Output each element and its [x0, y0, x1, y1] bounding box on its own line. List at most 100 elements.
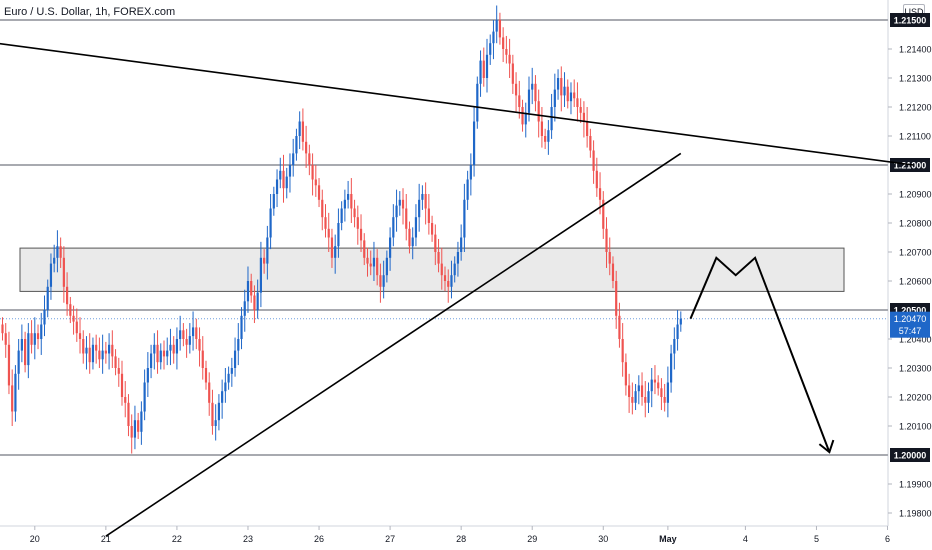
candle-body [11, 385, 14, 412]
current-price-value: 1.20470 [894, 314, 927, 324]
candle-body [237, 339, 240, 351]
candle-body [95, 344, 98, 351]
candle-body [437, 252, 440, 264]
candle-body [544, 136, 547, 142]
candle-body [418, 199, 421, 218]
x-tick-label: 5 [814, 534, 819, 544]
candle-body [324, 217, 327, 229]
x-tick-label: 22 [172, 534, 182, 544]
y-tick-label: 1.20600 [899, 277, 932, 287]
candle-body [363, 240, 366, 258]
candle-body [175, 339, 179, 354]
y-tick-label: 1.19800 [899, 509, 932, 519]
current-price-label-bg [890, 311, 930, 338]
candle-body [527, 89, 531, 113]
candle-body [243, 301, 246, 316]
x-tick-label: 6 [885, 534, 890, 544]
candle-body [443, 275, 447, 281]
candle-body [550, 107, 553, 131]
candle-body [640, 385, 644, 397]
candle-body [592, 150, 595, 171]
candle-body [179, 330, 182, 339]
candle-body [660, 388, 663, 397]
candle-body [146, 368, 149, 383]
candle-body [233, 350, 237, 368]
candle-body [469, 165, 472, 180]
trend-line[interactable] [105, 152, 682, 537]
candle-body [133, 420, 137, 438]
candle-body [305, 141, 308, 154]
candle-body [308, 153, 311, 165]
candle-body [172, 344, 175, 354]
x-tick-label: 20 [30, 534, 40, 544]
candle-body [343, 199, 346, 209]
candle-body [250, 281, 253, 296]
candle-body [421, 194, 424, 200]
candle-body [114, 356, 117, 368]
candle-body [288, 165, 292, 177]
candle-body [453, 263, 456, 276]
candle-body [463, 199, 466, 238]
candle-body [292, 153, 295, 165]
x-tick-label: 29 [527, 534, 537, 544]
candle-body [211, 402, 214, 426]
level-price-label: 1.21500 [894, 16, 927, 26]
candle-body [628, 385, 631, 397]
candle-body [330, 237, 334, 258]
y-tick-label: 1.20900 [899, 190, 932, 200]
candle-body [137, 420, 140, 432]
candle-body [563, 86, 566, 96]
candle-body [85, 347, 88, 354]
candle-body [673, 339, 676, 354]
candle-body [579, 107, 582, 113]
candle-body [24, 339, 27, 366]
candle-body [246, 281, 250, 302]
candle-body [66, 286, 69, 305]
candle-body [647, 391, 650, 403]
candle-body [424, 194, 427, 209]
candle-body [221, 391, 224, 403]
candle-body [14, 373, 17, 412]
candle-body [582, 112, 585, 122]
candle-body [430, 223, 434, 235]
candle-body [524, 112, 527, 125]
candle-body [272, 194, 275, 209]
candle-body [553, 89, 556, 107]
projection-path[interactable] [689, 256, 831, 453]
candle-body [450, 275, 453, 287]
candle-body [53, 257, 56, 264]
candle-body [644, 397, 647, 403]
candle-body [408, 228, 411, 247]
y-tick-label: 1.20300 [899, 364, 932, 374]
candle-body [153, 344, 156, 354]
candle-body [224, 382, 227, 392]
candle-body [514, 83, 518, 96]
candle-body [217, 402, 221, 421]
candle-body [185, 339, 188, 345]
candle-body [337, 223, 340, 247]
candle-body [372, 257, 376, 267]
candle-body [679, 318, 682, 325]
candle-body [405, 208, 408, 229]
support-zone-box[interactable] [19, 247, 845, 292]
y-tick-label: 1.20800 [899, 219, 932, 229]
candle-body [263, 257, 266, 264]
candle-body [127, 402, 130, 426]
candle-body [531, 83, 534, 90]
candle-body [618, 315, 621, 339]
trend-line[interactable] [0, 42, 914, 166]
candle-body [472, 121, 476, 165]
candle-body [492, 31, 495, 44]
candle-body [382, 275, 385, 287]
chart-title: Euro / U.S. Dollar, 1h, FOREX.com [4, 6, 176, 18]
y-tick-label: 1.19900 [899, 480, 932, 490]
x-tick-label: May [659, 534, 677, 544]
candle-body [434, 234, 437, 252]
candle-body [556, 78, 560, 90]
candle-body [598, 188, 602, 200]
candle-body [447, 281, 450, 287]
candle-body [657, 382, 660, 389]
y-tick-label: 1.21400 [899, 45, 932, 55]
candle-body [20, 339, 23, 351]
